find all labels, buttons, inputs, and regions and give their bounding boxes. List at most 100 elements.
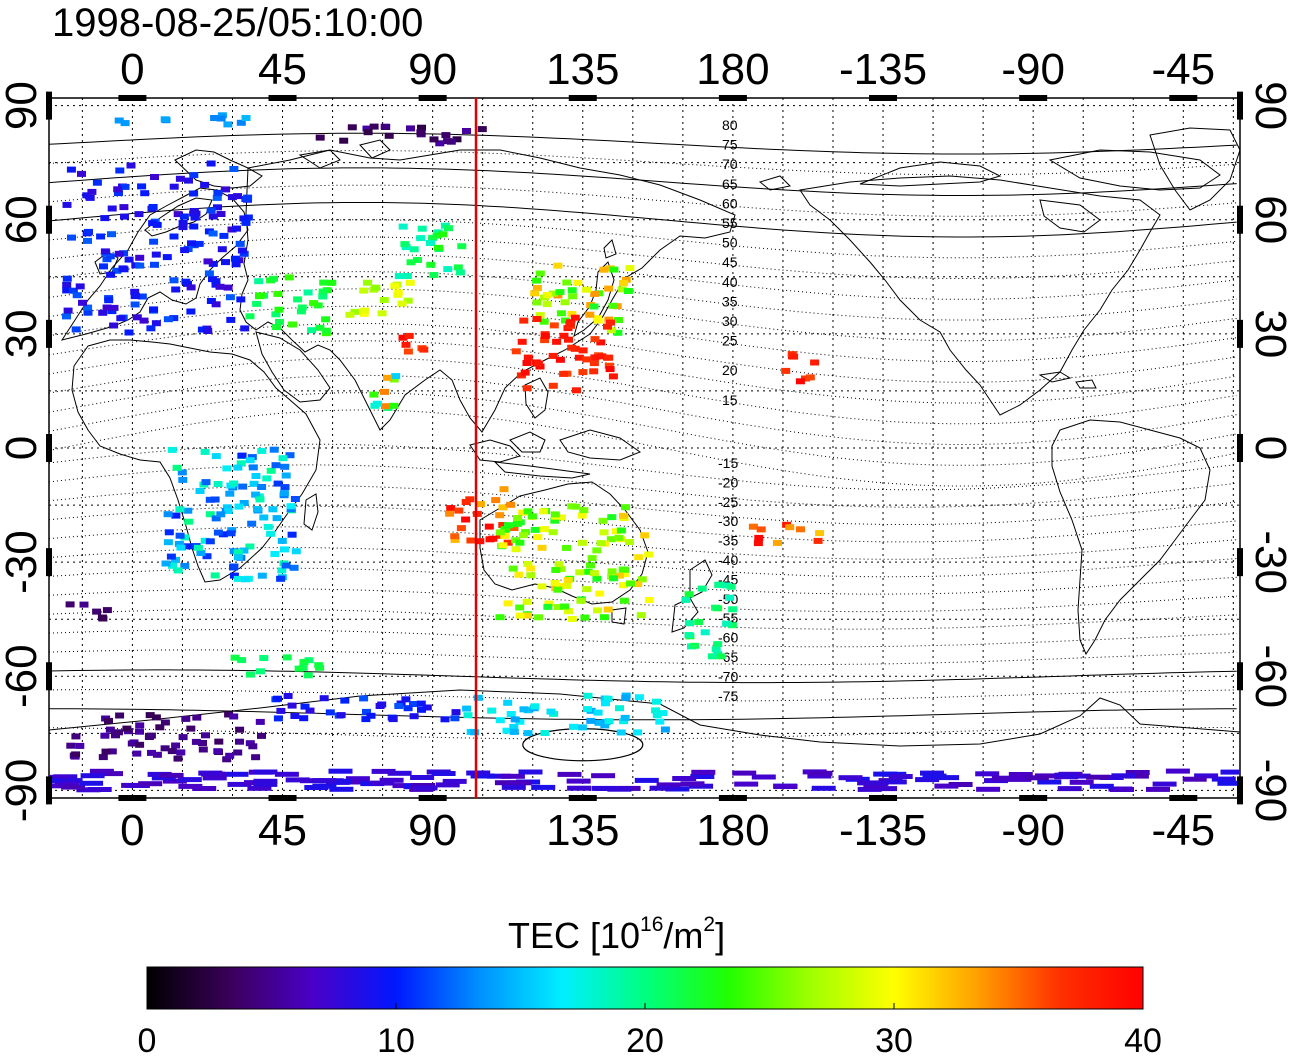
colorbar-tick-label: 10 (377, 1022, 415, 1057)
tec-point (416, 700, 426, 707)
tec-point (184, 177, 193, 184)
tec-point (77, 170, 86, 177)
tec-point (175, 506, 185, 513)
tec-point (633, 581, 643, 588)
tec-point (594, 719, 604, 726)
tec-point (789, 353, 799, 360)
colorbar-title-main: TEC [10 (508, 915, 640, 956)
tec-point (410, 775, 435, 780)
tec-point (309, 300, 319, 307)
tec-point (715, 581, 725, 588)
tec-point (651, 707, 661, 714)
y-tick-label-left: 0 (0, 436, 46, 460)
tec-point (604, 362, 614, 369)
tec-point (567, 344, 577, 351)
tec-point (236, 119, 246, 126)
tec-point (229, 166, 239, 172)
tec-point (491, 497, 501, 504)
tec-point (171, 742, 181, 749)
tec-point (508, 565, 518, 572)
tec-point (160, 116, 170, 123)
tec-point (619, 571, 629, 578)
tec-point (293, 296, 303, 303)
tec-point (409, 713, 419, 720)
tec-point (409, 246, 419, 253)
tec-point (597, 353, 607, 360)
tec-point (240, 576, 250, 583)
contour-label: -40 (718, 552, 738, 568)
tec-point (241, 196, 251, 202)
tec-point (495, 512, 505, 519)
tec-point (1057, 786, 1082, 792)
tec-point (1194, 773, 1219, 779)
tec-point (515, 718, 525, 725)
contour-label: -75 (718, 688, 738, 704)
tec-point (259, 655, 269, 661)
tec-point (526, 572, 536, 579)
tec-point (289, 564, 299, 571)
tec-point (583, 692, 593, 699)
tec-point (359, 310, 369, 317)
tec-point (465, 496, 475, 503)
tec-point (440, 716, 450, 723)
tec-point (285, 452, 295, 459)
tec-point (328, 768, 353, 774)
tec-point (80, 773, 105, 779)
tec-point (495, 717, 505, 724)
tec-point (151, 320, 161, 327)
tec-point (391, 373, 401, 380)
tec-point (734, 781, 759, 787)
tec-point (171, 512, 181, 519)
x-tick-label-bottom: 135 (546, 806, 619, 855)
contour-label: 20 (722, 362, 738, 378)
tec-point (208, 230, 218, 237)
tec-point (948, 782, 973, 787)
tec-point (180, 562, 190, 569)
tec-point (527, 513, 537, 520)
tec-point (253, 778, 278, 784)
tec-point (684, 620, 694, 627)
tec-point (212, 194, 222, 201)
tec-point (501, 784, 526, 790)
contour-label: 40 (722, 274, 738, 290)
tec-point (466, 770, 491, 776)
tec-point (873, 786, 898, 792)
tec-point (120, 183, 130, 190)
tec-point (523, 730, 533, 737)
tec-point (582, 286, 592, 293)
tec-point (315, 324, 325, 331)
tec-point (564, 608, 573, 615)
tec-point (227, 194, 237, 201)
contour-line (49, 669, 1237, 684)
tec-point (192, 786, 217, 791)
contour-line (49, 271, 1237, 321)
tec-point (554, 561, 564, 568)
tec-point (463, 712, 473, 719)
tec-point (485, 536, 495, 543)
tec-point (530, 526, 540, 533)
magnetic-latitude-contours (49, 132, 1237, 762)
tec-point (191, 738, 201, 745)
tec-point (451, 709, 461, 716)
tec-point (691, 769, 716, 775)
tec-point (1124, 773, 1149, 779)
top-tick-mark (418, 95, 447, 101)
tec-point (290, 496, 300, 502)
tec-point (513, 515, 523, 521)
tec-point (163, 316, 173, 323)
top-tick-mark (568, 95, 597, 101)
tec-point (124, 256, 134, 263)
tec-point (280, 463, 290, 470)
tec-point (495, 614, 505, 621)
tec-point (403, 297, 413, 304)
tec-point (134, 211, 144, 218)
top-tick-mark (118, 95, 147, 101)
tec-point (83, 304, 93, 311)
tec-point (66, 166, 76, 173)
tec-point (400, 241, 410, 248)
tec-point (713, 641, 723, 648)
tec-point (429, 136, 439, 143)
tec-point (173, 211, 183, 218)
tec-point (857, 786, 882, 792)
tec-point (507, 780, 532, 786)
